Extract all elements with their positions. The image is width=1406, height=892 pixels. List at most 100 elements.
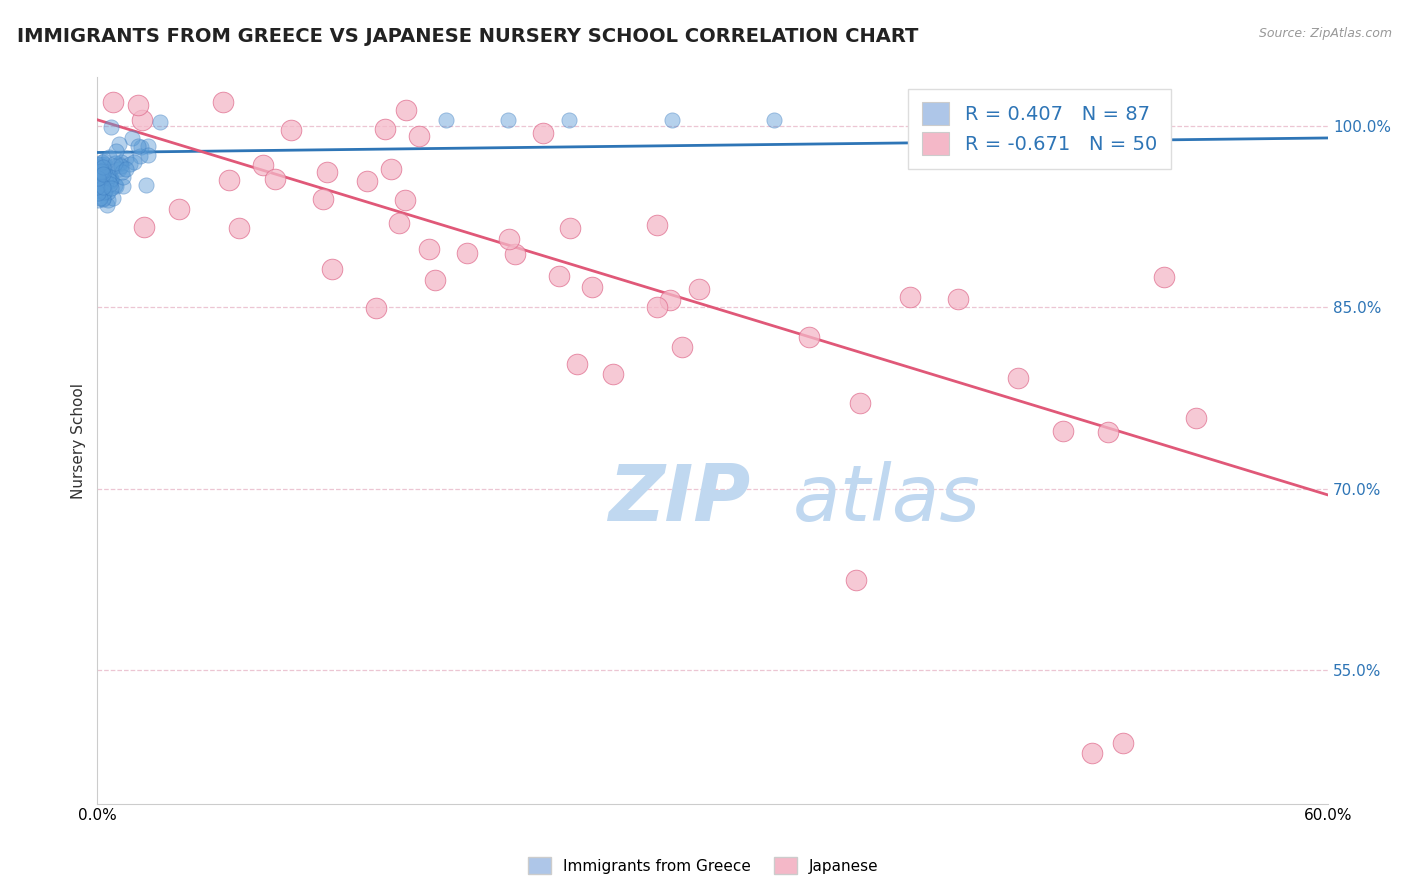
Point (581, 280, 603, 294)
Point (505, 247, 527, 261)
Point (87, 170, 110, 185)
Point (136, 147, 159, 161)
Point (849, 395, 872, 409)
Point (321, 262, 343, 277)
Point (408, 129, 430, 144)
Point (498, 232, 520, 246)
Point (87, 169, 110, 184)
Point (374, 122, 396, 136)
Point (149, 114, 172, 128)
Point (252, 158, 274, 172)
Point (100, 172, 122, 186)
Point (263, 172, 285, 186)
Text: IMMIGRANTS FROM GREECE VS JAPANESE NURSERY SCHOOL CORRELATION CHART: IMMIGRANTS FROM GREECE VS JAPANESE NURSE… (17, 27, 918, 45)
Point (89, 177, 111, 191)
Point (97, 169, 120, 183)
Point (87, 161, 110, 175)
Point (91, 192, 114, 206)
Point (135, 178, 157, 193)
Legend: R = 0.407   N = 87, R = -0.671   N = 50: R = 0.407 N = 87, R = -0.671 N = 50 (908, 88, 1171, 169)
Point (105, 179, 128, 194)
Point (645, 300, 668, 314)
Point (100, 120, 122, 134)
Point (127, 98, 149, 112)
Point (91, 191, 114, 205)
Point (797, 330, 820, 344)
Point (1112, 736, 1135, 750)
Point (496, 112, 519, 127)
Point (90, 161, 112, 176)
Point (89, 178, 111, 192)
Point (845, 573, 868, 587)
Point (100, 169, 122, 184)
Point (127, 139, 149, 153)
Point (91, 181, 114, 195)
Point (90, 177, 112, 191)
Point (1052, 424, 1074, 438)
Point (456, 246, 478, 260)
Point (110, 159, 132, 173)
Point (91, 160, 114, 174)
Point (218, 173, 240, 187)
Point (97, 186, 120, 200)
Point (110, 155, 132, 169)
Point (94, 169, 117, 183)
Point (212, 95, 235, 109)
Point (1007, 371, 1029, 385)
Point (108, 157, 131, 171)
Point (96, 197, 118, 211)
Point (91, 183, 114, 197)
Point (763, 112, 786, 127)
Text: Source: ZipAtlas.com: Source: ZipAtlas.com (1258, 27, 1392, 40)
Point (228, 221, 250, 235)
Point (100, 171, 122, 186)
Point (90, 164, 112, 178)
Point (87, 186, 110, 200)
Point (115, 151, 138, 165)
Point (94, 175, 117, 189)
Point (89, 191, 111, 205)
Point (107, 137, 129, 152)
Point (418, 243, 440, 257)
Point (111, 179, 134, 194)
Point (89, 163, 111, 178)
Point (434, 112, 457, 127)
Point (107, 161, 129, 176)
Point (423, 273, 446, 287)
Point (89, 164, 111, 178)
Point (1081, 746, 1104, 760)
Point (659, 293, 682, 307)
Point (93, 157, 115, 171)
Point (100, 181, 122, 195)
Point (89, 183, 111, 197)
Point (645, 219, 668, 233)
Point (91, 167, 114, 181)
Point (87, 183, 110, 197)
Point (90, 164, 112, 178)
Text: atlas: atlas (793, 460, 980, 537)
Point (111, 170, 134, 185)
Point (100, 178, 122, 192)
Point (388, 217, 411, 231)
Point (101, 95, 124, 109)
Point (688, 282, 710, 296)
Point (122, 155, 145, 169)
Point (129, 139, 152, 153)
Point (104, 155, 127, 169)
Point (91, 165, 114, 179)
Point (103, 160, 125, 174)
Point (898, 290, 921, 304)
Point (364, 301, 387, 316)
Point (97, 150, 120, 164)
Point (87, 193, 110, 207)
Point (104, 178, 127, 193)
Point (91, 169, 114, 183)
Point (394, 193, 416, 207)
Point (315, 164, 337, 178)
Point (131, 113, 153, 128)
Point (89, 166, 111, 180)
Point (93, 185, 115, 199)
Point (89, 184, 111, 198)
Point (602, 367, 624, 381)
Point (115, 161, 138, 176)
